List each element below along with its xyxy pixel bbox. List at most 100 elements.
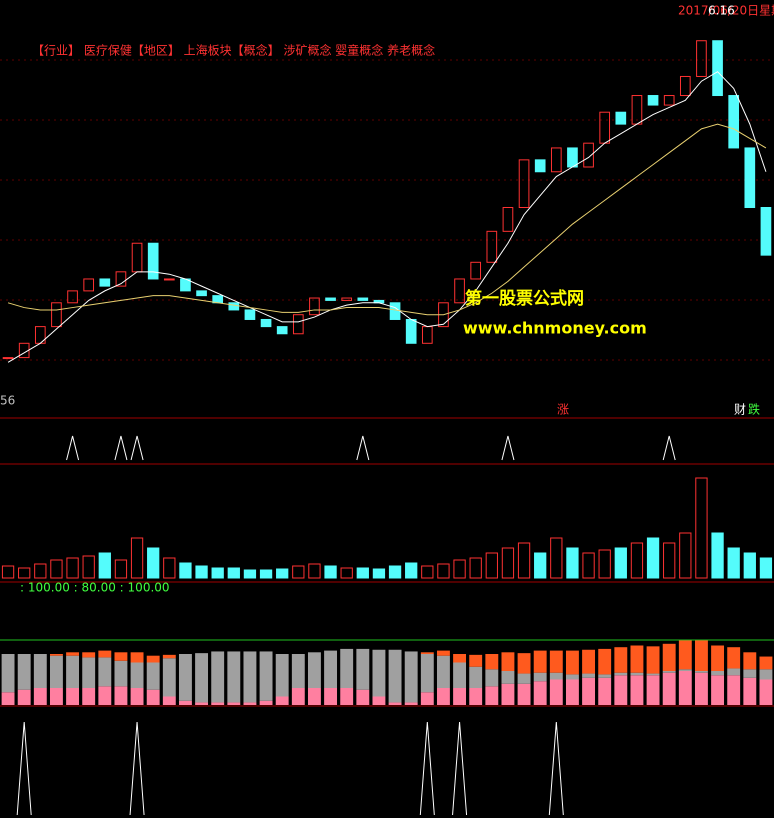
url: www.chnmoney.com [463, 319, 647, 338]
indicator-bar [453, 654, 467, 663]
indicator-bar [227, 702, 241, 705]
indicator-bar [130, 688, 144, 705]
volume-bar [292, 565, 305, 579]
candle [115, 271, 127, 287]
indicator-bar [533, 672, 547, 682]
volume-bar [211, 567, 224, 579]
candle [567, 147, 578, 168]
rise-label: 涨 [557, 402, 569, 417]
volume-bar [259, 569, 273, 579]
indicator-bar [614, 675, 628, 705]
candle [83, 278, 95, 292]
candle [534, 159, 546, 173]
volume-bar [163, 557, 176, 579]
candle [292, 314, 304, 335]
indicator-bar [388, 649, 402, 703]
indicator-bar [614, 647, 628, 673]
volume-bar [663, 542, 676, 579]
volume-bar [98, 552, 111, 579]
volume-bar [1, 565, 15, 579]
indicator-bar [146, 655, 160, 663]
volume-bar [453, 559, 466, 579]
indicator-bar [420, 692, 434, 705]
indicator-bar [146, 662, 160, 690]
indicator-bar [98, 686, 112, 705]
indicator-bar [243, 651, 257, 703]
indicator-bar [372, 649, 386, 697]
indicator-bar [66, 652, 80, 656]
candle [728, 95, 740, 149]
indicator-bar [694, 671, 708, 673]
indicator-bar [33, 688, 47, 705]
indicator-bar [275, 654, 289, 697]
indicator-bar [17, 689, 31, 705]
signal [501, 435, 515, 461]
indicator-bar [711, 675, 725, 705]
indicator-bar [727, 668, 741, 676]
indicator-bar [49, 655, 63, 688]
volume-bar [485, 552, 498, 579]
candle [518, 159, 530, 208]
indicator-bar [98, 657, 112, 687]
candle [405, 318, 417, 344]
candle [470, 261, 482, 280]
watermark: 第一股票公式网 [465, 288, 584, 309]
indicator-bar [436, 688, 450, 705]
candle [309, 297, 320, 316]
indicator-bar [243, 702, 257, 705]
indicator-bar [195, 653, 209, 703]
volume-bar [372, 568, 386, 579]
indicator-bar [259, 651, 273, 701]
volume-bar [276, 568, 289, 579]
indicator-bar [582, 677, 596, 705]
candle [502, 207, 514, 232]
indicator-bar [517, 653, 531, 674]
candle [357, 297, 369, 301]
volume-bar [227, 567, 240, 579]
indicator-bar [501, 683, 515, 705]
indicator-bar [211, 651, 225, 703]
volume-bar [437, 563, 450, 579]
indicator-bar [694, 640, 708, 671]
indicator-bar [259, 700, 273, 705]
volume-bar [130, 537, 144, 579]
indicator-bar [211, 702, 225, 705]
indicator-bar [114, 652, 128, 661]
indicator-bar [356, 648, 370, 690]
indicator-bar [485, 654, 499, 670]
signal [662, 435, 676, 461]
indicator-bar [501, 671, 515, 684]
layout [0, 59, 774, 707]
volume-bar [711, 532, 724, 579]
indicator-bar [372, 696, 386, 705]
candle [276, 326, 288, 335]
volume-bar [114, 559, 128, 579]
indicator-bar [146, 689, 160, 705]
volume-bar [517, 542, 531, 579]
candle [421, 326, 433, 344]
indicator-bar [340, 648, 354, 688]
indicator-bar [275, 696, 289, 705]
indicator-bar [307, 688, 321, 705]
indicator-bar [404, 702, 418, 705]
low-label: 56 [0, 394, 15, 408]
volume-bar [340, 567, 353, 579]
moving-average [7, 123, 767, 316]
volume-bar [308, 563, 321, 579]
candle [679, 75, 691, 97]
volume-bar [566, 547, 579, 579]
indicator-bar [694, 672, 708, 705]
candle [51, 302, 62, 328]
indicator-bar [49, 654, 63, 656]
volume-bar [147, 547, 160, 579]
volume-bar [630, 542, 644, 579]
candle [389, 302, 401, 320]
volume-bar [421, 565, 434, 579]
signal [66, 435, 80, 461]
candle [712, 40, 723, 97]
indicator-bar [114, 660, 128, 687]
volume-bar [82, 555, 95, 579]
indicator-bar [549, 672, 563, 680]
candle [583, 142, 594, 168]
indicator-bar [727, 675, 741, 705]
